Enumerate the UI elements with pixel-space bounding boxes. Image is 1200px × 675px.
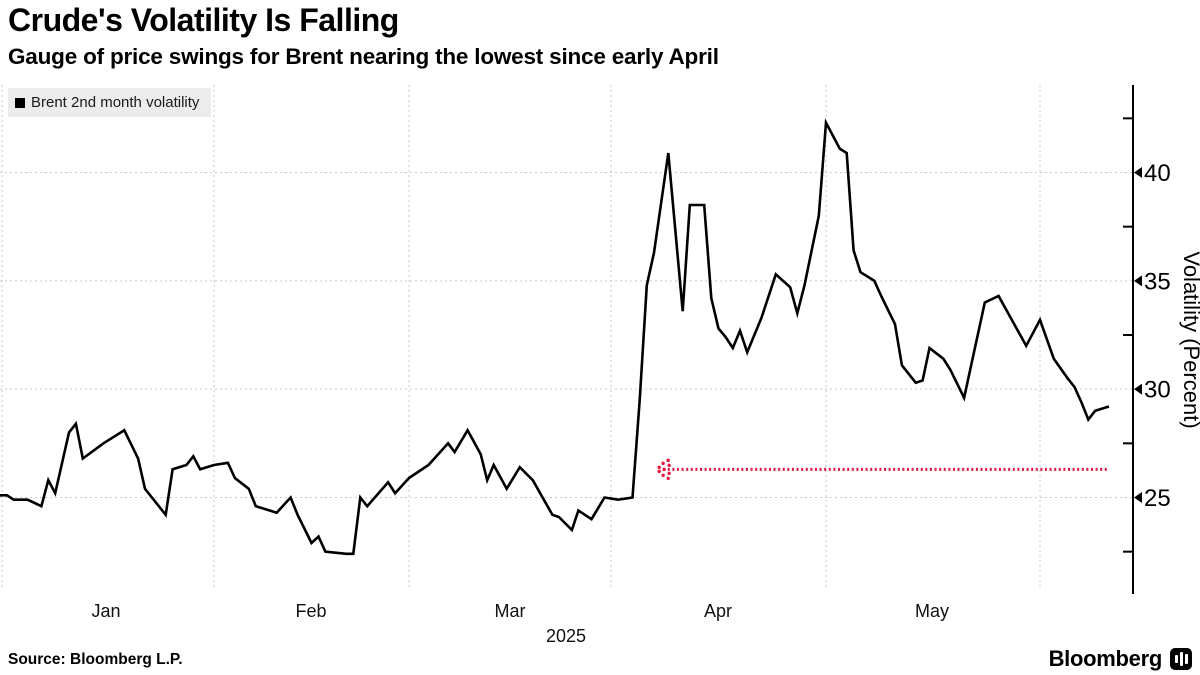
source-note: Source: Bloomberg L.P. <box>8 651 183 668</box>
y-axis-tick-arrow-icon <box>1134 275 1142 287</box>
volatility-line <box>0 118 1110 556</box>
year-label: 2025 <box>546 626 586 646</box>
bloomberg-chart-icon <box>1170 648 1192 670</box>
month-label: Feb <box>295 601 326 621</box>
reference-line-start-marker <box>666 458 670 463</box>
y-axis-tick-arrow-icon <box>1134 492 1142 503</box>
reference-line-start-marker <box>667 471 671 476</box>
y-tick-label: 40 <box>1144 160 1171 187</box>
legend-label: Brent 2nd month volatility <box>31 94 200 111</box>
y-axis-tick-arrow-icon <box>1134 167 1142 179</box>
chart-title: Crude's Volatility Is Falling <box>8 2 399 38</box>
month-label: Mar <box>495 601 526 621</box>
month-label: Jan <box>91 601 120 621</box>
y-axis-tick-arrow-icon <box>1134 383 1142 395</box>
y-tick-label: 35 <box>1144 268 1171 295</box>
reference-line-start-marker <box>661 461 665 466</box>
month-label: Apr <box>704 601 732 621</box>
reference-line-start-marker <box>662 467 666 472</box>
chart-subtitle: Gauge of price swings for Brent nearing … <box>8 44 719 69</box>
bloomberg-wordmark: Bloomberg <box>1048 646 1163 671</box>
y-tick-label: 25 <box>1144 485 1171 512</box>
reference-line-start-marker <box>657 465 661 470</box>
reference-line-start-marker <box>667 463 671 468</box>
legend-swatch-icon <box>15 97 25 108</box>
y-axis-title: Volatility (Percent) <box>1179 251 1200 428</box>
reference-line-start-marker <box>666 476 670 481</box>
reference-line-start-marker <box>661 473 665 478</box>
y-tick-label: 30 <box>1144 377 1171 404</box>
month-label: May <box>915 601 949 621</box>
reference-line-start-marker <box>657 469 661 474</box>
bloomberg-logo: Bloomberg <box>1049 646 1192 672</box>
legend: Brent 2nd month volatility <box>8 88 212 117</box>
